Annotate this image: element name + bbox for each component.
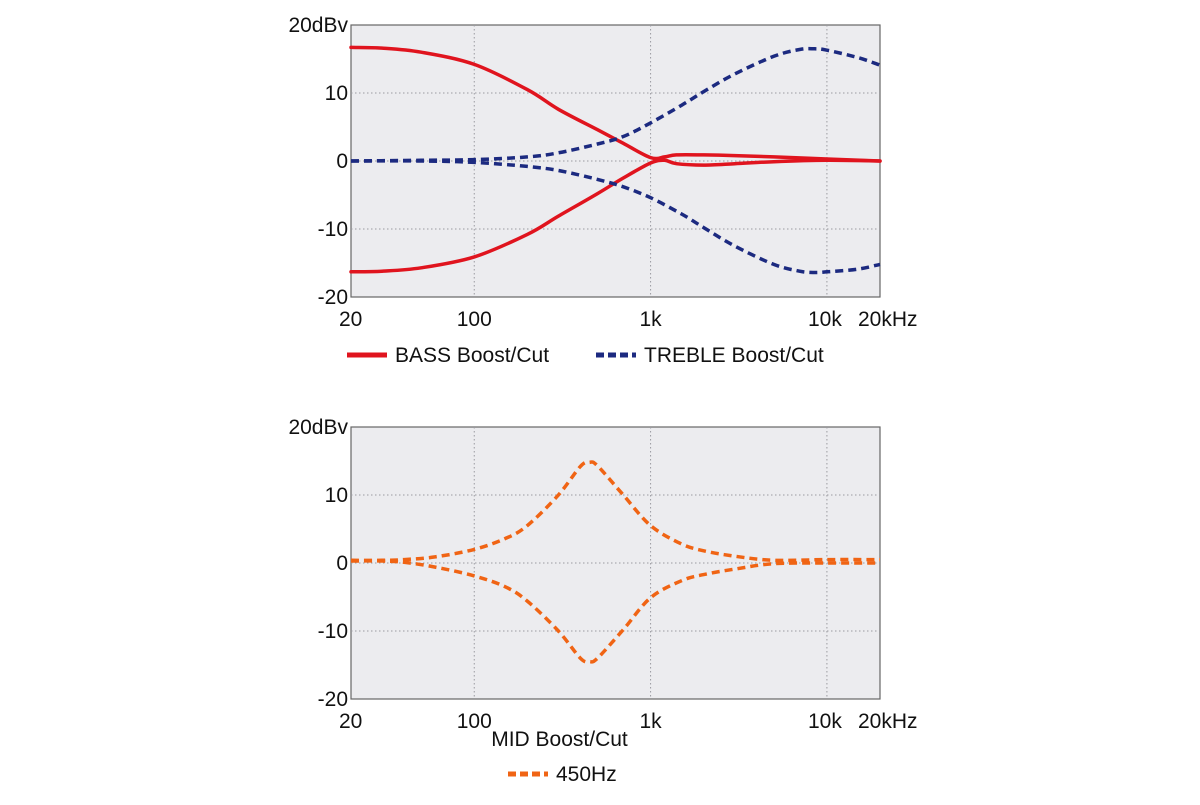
chart1-x-tick-label: 1k	[639, 308, 662, 331]
chart1-series-treble-boost	[350, 46, 881, 163]
chart1-y-tick-label: 20dBv	[288, 14, 348, 37]
chart1-series-bass-boost	[349, 45, 882, 163]
chart2-title: MID Boost/Cut	[491, 728, 628, 751]
chart2-y-tick-label: -10	[318, 620, 348, 643]
chart2-x-tick-label: 100	[457, 710, 492, 733]
chart2-series-mid-boost	[350, 460, 881, 563]
chart2-y-tick-label: 10	[325, 484, 348, 507]
chart2-legend-label: 450Hz	[556, 763, 617, 786]
chart1-legend-label: BASS Boost/Cut	[395, 344, 549, 367]
chart1-x-tick-label: 10k	[808, 308, 842, 331]
chart2-x-tick-label: 20kHz	[858, 710, 918, 733]
chart1-y-tick-label: 10	[325, 82, 348, 105]
chart1-legend-label: TREBLE Boost/Cut	[644, 344, 824, 367]
chart2-series-mid-cut	[350, 559, 881, 664]
chart2-y-tick-label: 0	[336, 552, 348, 575]
chart2-x-tick-label: 20	[339, 710, 362, 733]
chart1-x-tick-label: 20kHz	[858, 308, 918, 331]
chart2-y-tick-label: 20dBv	[288, 416, 348, 439]
chart1-series-bass-cut	[349, 158, 882, 274]
chart1-y-tick-label: -10	[318, 218, 348, 241]
chart1-y-tick-label: -20	[318, 286, 348, 309]
chart2-x-tick-label: 10k	[808, 710, 842, 733]
chart2-x-tick-label: 1k	[639, 710, 662, 733]
chart1-x-tick-label: 20	[339, 308, 362, 331]
chart1-series-treble-cut	[350, 159, 881, 275]
chart2-y-tick-label: -20	[318, 688, 348, 711]
chart1-x-tick-label: 100	[457, 308, 492, 331]
chart1-y-tick-label: 0	[336, 150, 348, 173]
